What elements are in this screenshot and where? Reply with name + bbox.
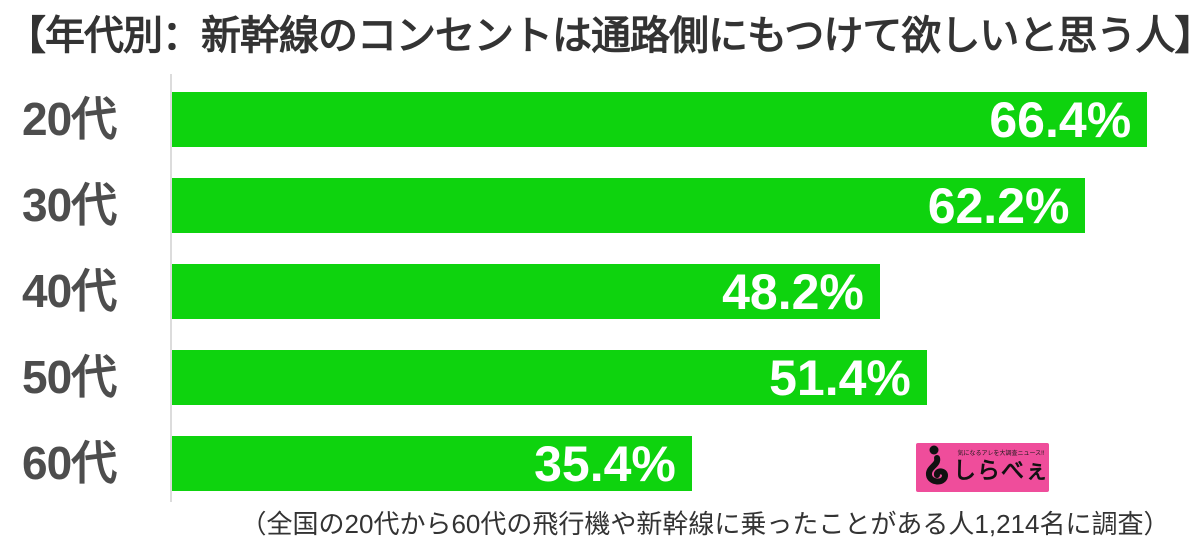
bar-track: 35.4%: [172, 436, 1200, 491]
bar-row-60s: 60代 35.4%: [0, 436, 1200, 491]
survey-caption: （全国の20代から60代の飛行機や新幹線に乗ったことがある人1,214名に調査）: [240, 509, 1170, 539]
bar-row-40s: 40代 48.2%: [0, 264, 1200, 319]
value-label: 66.4%: [989, 91, 1132, 148]
category-label: 50代: [22, 351, 117, 403]
bar: 62.2%: [172, 177, 1086, 234]
bar-chart: 20代 66.4% 30代 62.2% 40代 48.2% 50代 51.4%: [0, 92, 1200, 522]
bar-track: 51.4%: [172, 350, 1200, 405]
bar-track: 48.2%: [172, 264, 1200, 319]
value-label: 62.2%: [927, 177, 1070, 234]
shirabee-logo: 気になるアレを大調査ニュース!! しらべぇ: [916, 443, 1049, 492]
logo-brand: しらべぇ: [953, 457, 1049, 484]
bar: 51.4%: [172, 350, 927, 405]
bar: 66.4%: [172, 91, 1148, 148]
bar-row-20s: 20代 66.4%: [0, 92, 1200, 147]
bar: 35.4%: [172, 436, 692, 491]
shirabee-logo-icon: [924, 445, 950, 490]
chart-title: 【年代別：新幹線のコンセントは通路側にもつけて欲しいと思う人】: [6, 14, 1200, 58]
category-label: 20代: [22, 93, 117, 145]
category-label: 30代: [22, 179, 117, 231]
axis-line: [170, 74, 172, 502]
logo-tagline: 気になるアレを大調査ニュース!!: [957, 451, 1045, 458]
value-label: 35.4%: [534, 435, 676, 492]
bar: 48.2%: [172, 264, 880, 319]
bar-row-30s: 30代 62.2%: [0, 178, 1200, 233]
value-label: 48.2%: [722, 263, 864, 320]
category-label: 40代: [22, 265, 117, 317]
category-label: 60代: [22, 437, 117, 489]
value-label: 51.4%: [769, 349, 911, 406]
logo-text-column: 気になるアレを大調査ニュース!! しらべぇ: [953, 451, 1049, 483]
bar-row-50s: 50代 51.4%: [0, 350, 1200, 405]
bar-track: 66.4%: [172, 92, 1200, 147]
bar-track: 62.2%: [172, 178, 1200, 233]
